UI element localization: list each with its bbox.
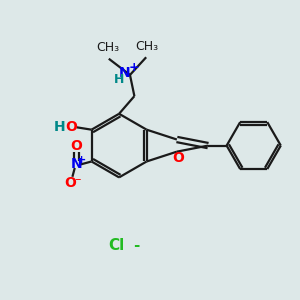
Text: O: O [64, 176, 76, 190]
Text: O: O [172, 151, 184, 165]
Text: O: O [66, 120, 77, 134]
Text: CH₃: CH₃ [97, 41, 120, 54]
Text: ⁻: ⁻ [74, 176, 81, 189]
Text: N: N [70, 158, 82, 171]
Text: N: N [119, 66, 130, 80]
Text: H: H [114, 73, 124, 86]
Text: +: + [128, 61, 139, 74]
Text: H: H [53, 120, 65, 134]
Text: -: - [134, 238, 140, 253]
Text: +: + [77, 155, 86, 165]
Text: O: O [70, 139, 82, 153]
Text: CH₃: CH₃ [135, 40, 158, 53]
Text: Cl: Cl [108, 238, 124, 253]
